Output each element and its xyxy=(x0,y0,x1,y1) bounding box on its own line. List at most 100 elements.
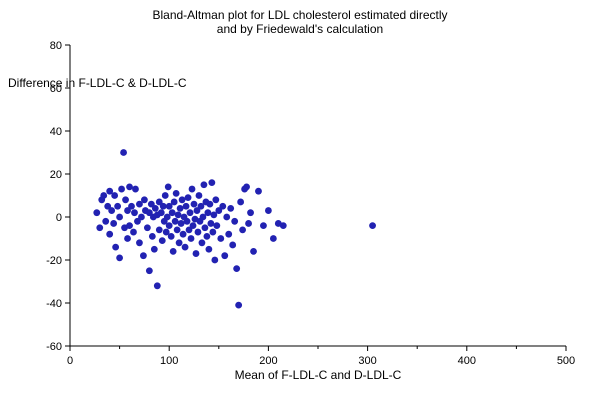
data-point xyxy=(96,224,104,232)
data-point xyxy=(136,239,143,247)
data-point xyxy=(208,179,216,187)
data-point xyxy=(130,228,137,236)
data-point xyxy=(170,198,178,206)
data-point xyxy=(213,222,221,230)
y-tick-label: 0 xyxy=(56,212,62,224)
chart-title-line1: Bland-Altman plot for LDL cholesterol es… xyxy=(152,8,447,22)
data-point xyxy=(223,213,231,221)
data-point xyxy=(120,149,127,156)
data-point xyxy=(136,200,143,208)
x-tick-label: 200 xyxy=(259,355,277,367)
data-point xyxy=(233,265,241,272)
data-point xyxy=(243,183,250,191)
data-point xyxy=(192,250,200,257)
data-point xyxy=(171,217,179,225)
data-point xyxy=(219,202,227,210)
data-point xyxy=(131,209,138,217)
data-point xyxy=(189,222,197,230)
data-point xyxy=(164,183,172,191)
data-point xyxy=(122,196,129,204)
data-point xyxy=(140,252,147,260)
data-point xyxy=(141,196,148,204)
y-tick-label: 20 xyxy=(50,169,62,181)
x-tick-label: 100 xyxy=(160,355,178,367)
chart-title-line2: and by Friedewald's calculation xyxy=(217,22,383,36)
data-point xyxy=(169,248,177,255)
data-point xyxy=(182,202,190,210)
data-point xyxy=(193,207,201,214)
y-tick-label: -60 xyxy=(46,341,62,353)
data-point xyxy=(106,230,114,238)
data-point xyxy=(93,209,101,217)
data-point xyxy=(179,230,187,238)
data-point xyxy=(102,217,110,225)
data-point xyxy=(183,217,191,225)
data-point xyxy=(168,209,176,217)
y-tick-label: 80 xyxy=(50,40,62,52)
data-point xyxy=(235,301,243,309)
data-point xyxy=(190,200,198,208)
data-point xyxy=(185,226,193,234)
data-point xyxy=(237,198,245,206)
data-point xyxy=(186,209,194,217)
data-point xyxy=(165,222,173,230)
data-point xyxy=(150,245,158,253)
data-point xyxy=(212,196,220,204)
data-point xyxy=(215,207,223,214)
data-point xyxy=(197,202,205,210)
data-point xyxy=(106,187,114,195)
data-point xyxy=(145,209,153,217)
data-point xyxy=(124,207,131,214)
x-tick-label: 300 xyxy=(358,355,376,367)
data-point xyxy=(173,226,181,234)
data-point xyxy=(151,205,159,212)
data-point xyxy=(153,282,161,290)
data-point xyxy=(227,205,235,212)
data-point xyxy=(111,192,119,199)
data-point xyxy=(201,224,209,232)
data-point xyxy=(255,187,262,195)
data-point xyxy=(231,217,239,225)
data-point xyxy=(194,228,202,236)
data-point xyxy=(147,200,155,208)
data-point xyxy=(124,235,131,242)
data-point xyxy=(155,226,163,234)
data-point xyxy=(132,185,139,193)
axis-ticks xyxy=(65,44,567,351)
data-point xyxy=(172,189,180,197)
data-point xyxy=(206,200,214,208)
data-point xyxy=(239,226,247,234)
x-tick-label: 500 xyxy=(557,355,575,367)
data-point xyxy=(167,232,175,240)
axis-tick-labels: -60 -40 -20 0 20 40 60 80 0 100 200 300 400 500 xyxy=(46,40,575,367)
data-point xyxy=(204,209,212,217)
data-point xyxy=(162,228,170,236)
x-tick-label: 0 xyxy=(67,355,73,367)
data-point xyxy=(134,217,141,225)
data-point xyxy=(143,224,151,232)
data-point xyxy=(203,232,211,240)
data-point xyxy=(209,228,217,236)
data-point xyxy=(200,181,208,189)
data-point xyxy=(145,267,153,275)
data-point xyxy=(250,248,257,255)
data-point xyxy=(118,185,125,193)
data-point xyxy=(210,211,218,219)
x-tick-label: 400 xyxy=(458,355,476,367)
data-point xyxy=(184,194,192,202)
data-point xyxy=(369,222,376,230)
data-point xyxy=(116,254,123,262)
data-point xyxy=(211,256,219,264)
data-point xyxy=(245,220,252,227)
scatter-points xyxy=(93,149,376,309)
data-point xyxy=(217,235,225,242)
data-point xyxy=(205,245,213,253)
y-tick-label: 40 xyxy=(50,126,62,138)
data-point xyxy=(155,198,163,206)
data-point xyxy=(177,220,185,227)
data-point xyxy=(128,202,135,210)
data-point xyxy=(100,192,108,199)
data-point xyxy=(221,252,229,260)
